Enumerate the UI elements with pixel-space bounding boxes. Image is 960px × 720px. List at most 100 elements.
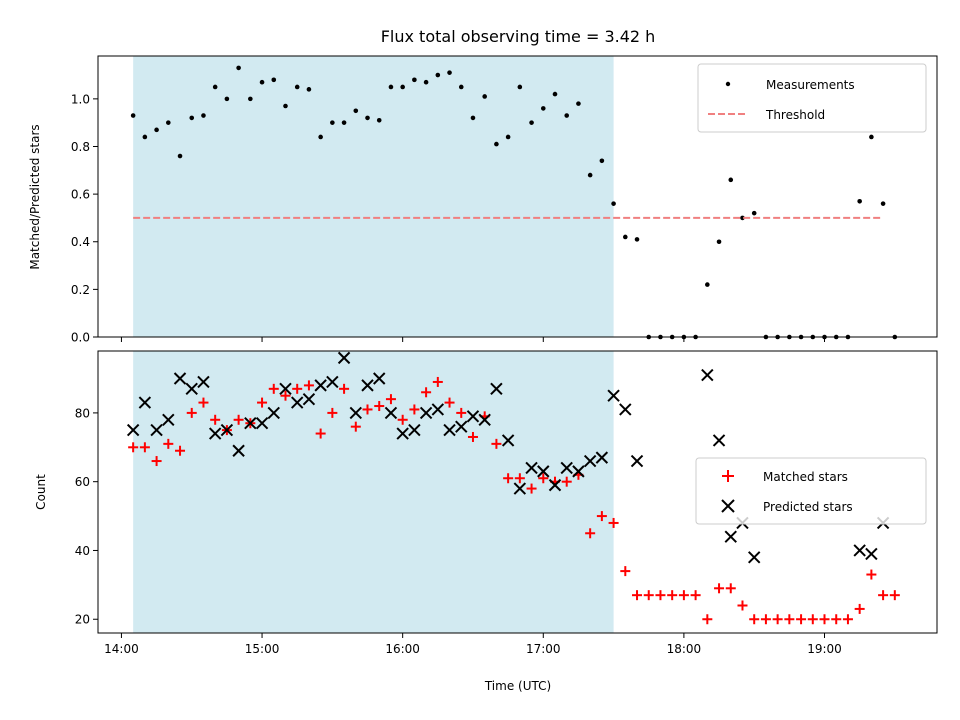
measurements-point <box>623 234 628 240</box>
predicted-stars-point <box>595 451 609 464</box>
matched-stars-point <box>889 590 900 601</box>
predicted-stars-point <box>279 382 292 396</box>
measurements-point <box>341 120 347 125</box>
y-tick-label: 20 <box>75 613 90 627</box>
predicted-stars-point <box>185 382 198 396</box>
measurements-point <box>271 77 277 83</box>
measurements-point <box>130 113 136 118</box>
x-axis-label: Time (UTC) <box>484 679 551 693</box>
matched-stars-point <box>714 583 725 594</box>
measurements-point <box>751 210 757 216</box>
predicted-stars-point <box>478 413 491 426</box>
predicted-stars-point <box>431 403 445 416</box>
measurements-point <box>189 115 195 121</box>
legend-marker-predicted-stars <box>721 499 735 513</box>
measurements-point <box>599 158 605 164</box>
y-tick-label: 0.0 <box>71 331 90 345</box>
top-legend-box <box>697 63 927 133</box>
matched-stars-point <box>280 390 291 401</box>
measurements-point <box>306 87 312 92</box>
matched-stars-point <box>409 404 420 415</box>
predicted-stars-point <box>525 461 538 475</box>
predicted-stars-point <box>501 434 515 447</box>
top-y-axis-label: Matched/Predicted stars <box>28 124 42 269</box>
y-tick-label: 0.2 <box>71 283 90 297</box>
matched-stars-point <box>186 407 197 418</box>
matched-stars-point <box>655 590 666 601</box>
measurements-point <box>283 103 288 109</box>
matched-stars-point <box>374 401 385 412</box>
predicted-stars-point <box>747 551 761 564</box>
predicted-stars-point <box>548 478 562 492</box>
predicted-stars-point <box>255 417 269 430</box>
measurements-point <box>142 134 148 140</box>
measurements-point <box>423 79 429 85</box>
x-tick-label: 17:00 <box>526 642 561 656</box>
matched-stars-point <box>210 414 221 425</box>
matched-stars-point <box>585 528 596 539</box>
matched-stars-point <box>362 404 373 415</box>
matched-stars-point <box>444 397 455 408</box>
matched-stars-point <box>397 414 408 425</box>
matched-stars-point <box>350 421 361 432</box>
measurements-point <box>458 84 464 90</box>
measurements-point <box>716 239 722 245</box>
matched-stars-point <box>303 380 314 391</box>
predicted-stars-point <box>173 372 187 385</box>
bottom-y-axis-label: Count <box>34 474 48 510</box>
measurements-point <box>470 115 476 121</box>
measurements-point <box>201 113 206 118</box>
predicted-stars-point <box>373 372 386 385</box>
predicted-stars-point <box>267 406 280 420</box>
matched-stars-point <box>678 590 689 601</box>
measurements-point <box>587 172 593 178</box>
measurements-point <box>611 201 616 206</box>
x-tick-label: 14:00 <box>104 642 139 656</box>
measurements-point <box>248 96 253 102</box>
y-tick-label: 0.4 <box>71 235 90 249</box>
matched-stars-point <box>128 442 139 453</box>
x-tick-label: 15:00 <box>245 642 280 656</box>
predicted-stars-point <box>361 379 374 392</box>
measurements-point <box>376 117 382 123</box>
measurements-point <box>564 113 570 118</box>
matched-stars-point <box>163 438 174 449</box>
matched-stars-point <box>561 476 572 487</box>
predicted-stars-point <box>572 465 585 478</box>
matched-stars-point <box>807 614 818 625</box>
predicted-stars-point <box>290 396 304 409</box>
x-tick-label: 16:00 <box>385 642 420 656</box>
predicted-stars-point <box>701 368 714 382</box>
measurements-point <box>236 65 241 71</box>
matched-stars-point <box>608 517 619 528</box>
measurements-point <box>482 94 487 99</box>
matched-stars-point <box>620 566 631 577</box>
matched-stars-point <box>866 569 877 580</box>
matched-stars-point <box>233 414 244 425</box>
x-tick-label: 18:00 <box>667 642 702 656</box>
top-legend: Measurements Threshold <box>697 63 927 133</box>
matched-stars-point <box>667 590 678 601</box>
measurements-point <box>318 134 323 140</box>
matched-stars-point <box>702 614 713 625</box>
matched-stars-point <box>467 431 478 442</box>
matched-stars-point <box>151 456 162 467</box>
bottom-x-axis: 14:00 15:00 16:00 17:00 18:00 19:00 <box>104 633 842 656</box>
matched-stars-point <box>749 614 760 625</box>
measurements-point <box>212 84 218 90</box>
measurements-point <box>634 237 640 242</box>
measurements-point <box>494 141 499 147</box>
matched-stars-point <box>842 614 853 625</box>
predicted-stars-point <box>232 444 245 457</box>
legend-marker-measurements <box>725 81 731 87</box>
top-y-axis: 0.0 0.2 0.4 0.6 0.8 1.0 <box>71 92 98 345</box>
predicted-stars-point <box>244 417 257 430</box>
predicted-stars-point <box>724 530 737 543</box>
measurements-point <box>517 84 523 90</box>
predicted-stars-point <box>455 420 468 433</box>
predicted-stars-point <box>396 427 409 440</box>
predicted-stars-point <box>150 423 163 437</box>
measurements-point <box>447 70 452 75</box>
matched-stars-point <box>772 614 783 625</box>
